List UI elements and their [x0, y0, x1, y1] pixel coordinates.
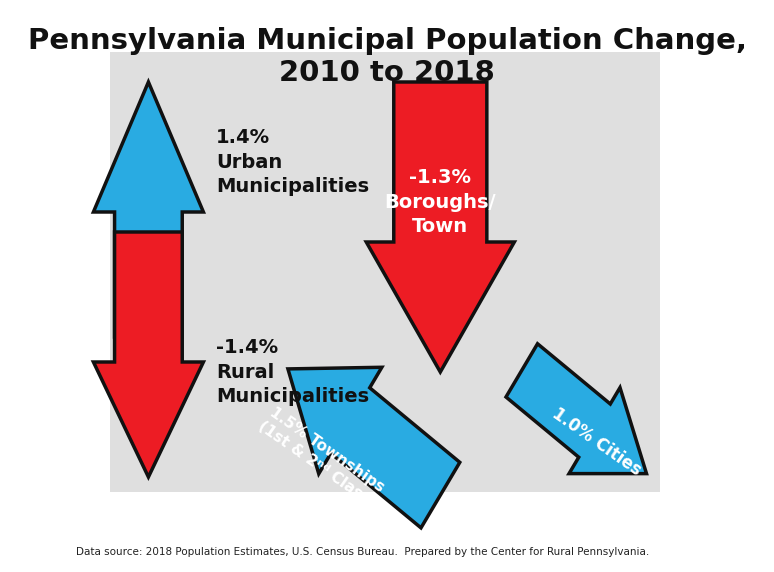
Text: -1.3%
Boroughs/
Town: -1.3% Boroughs/ Town — [385, 168, 496, 236]
Text: Data source: 2018 Population Estimates, U.S. Census Bureau.  Prepared by the Cen: Data source: 2018 Population Estimates, … — [77, 547, 649, 557]
Text: 1.4%
Urban
Municipalities: 1.4% Urban Municipalities — [216, 128, 369, 196]
Bar — [111, 52, 660, 492]
Polygon shape — [366, 82, 515, 372]
Text: Pennsylvania Municipal Population Change,
2010 to 2018: Pennsylvania Municipal Population Change… — [28, 27, 746, 88]
Polygon shape — [506, 344, 646, 474]
Polygon shape — [288, 367, 460, 528]
Polygon shape — [94, 232, 204, 477]
Text: 1.0% Cities: 1.0% Cities — [549, 404, 645, 479]
Text: -1.4%
Rural
Municipalities: -1.4% Rural Municipalities — [216, 338, 369, 406]
Polygon shape — [94, 82, 204, 337]
Text: 1.5% Townships
(1st & 2ⁿᵈ Class): 1.5% Townships (1st & 2ⁿᵈ Class) — [255, 404, 389, 510]
